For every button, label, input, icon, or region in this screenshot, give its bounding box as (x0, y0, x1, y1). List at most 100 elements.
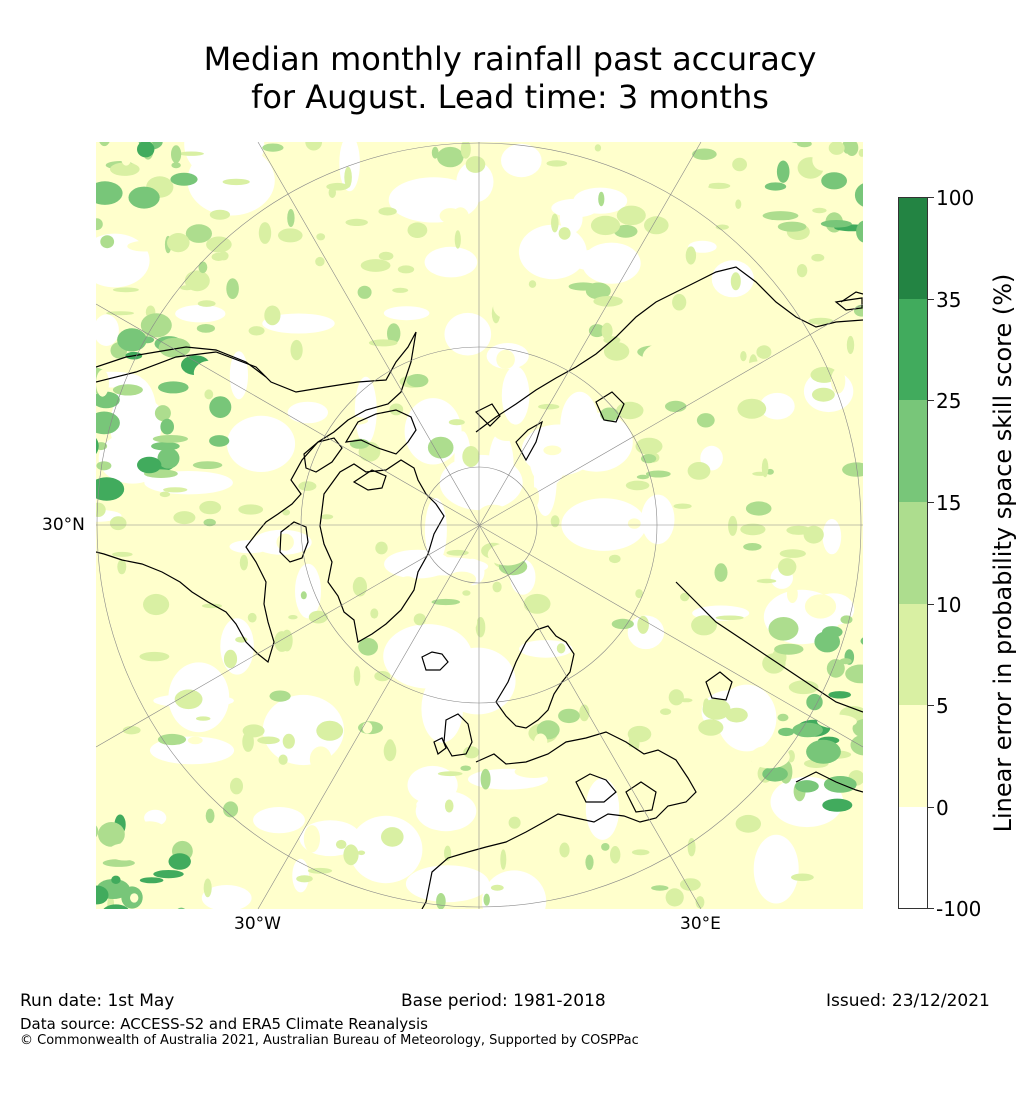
skill-patch (730, 272, 741, 291)
skill-patch (431, 146, 439, 159)
skill-patch (528, 280, 537, 288)
archipelago-3 (352, 469, 387, 491)
skill-patch (858, 148, 863, 157)
colorbar (898, 197, 928, 909)
skill-patch (109, 516, 127, 531)
skill-patch (732, 157, 747, 172)
europe-coast (421, 731, 697, 909)
skill-patch (701, 172, 710, 189)
skill-patch (238, 504, 264, 515)
skill-patch (745, 501, 772, 516)
skill-patch (820, 220, 852, 228)
skill-patch (665, 400, 687, 412)
skill-patch (292, 858, 309, 893)
skill-patch (303, 825, 320, 853)
skill-patch (737, 398, 767, 419)
skill-patch (282, 733, 295, 749)
skill-patch (788, 680, 819, 695)
skill-patch (679, 311, 692, 329)
skill-patch (776, 160, 790, 183)
skill-patch (651, 885, 669, 891)
skill-patch (811, 253, 825, 262)
novaya-zemlya (474, 403, 501, 427)
skill-patch (137, 456, 162, 474)
skill-patch (829, 414, 842, 421)
skill-patch (770, 776, 844, 828)
polar-map (96, 142, 863, 909)
colorbar-title: Linear error in probability space skill … (989, 273, 1017, 833)
skill-patch (407, 222, 428, 238)
skill-patch (247, 612, 257, 623)
skill-patch (171, 145, 182, 164)
skill-patch (822, 626, 843, 638)
skill-patch (337, 528, 362, 552)
skill-patch (460, 765, 472, 771)
skill-patch (184, 270, 210, 292)
skill-patch (804, 594, 837, 619)
skill-patch (444, 799, 454, 813)
skill-patch (362, 722, 373, 734)
colorbar-tick-label: -100 (936, 897, 982, 921)
lat-label-30n: 30°N (42, 515, 85, 535)
skill-patch (96, 314, 119, 346)
skill-patch (187, 736, 203, 745)
skill-patch (262, 313, 335, 334)
skill-patch (308, 610, 328, 624)
skill-patch (320, 514, 334, 520)
skill-patch (774, 643, 804, 655)
skill-patch (446, 549, 469, 556)
skill-patch (641, 494, 675, 545)
skill-patch (543, 445, 562, 456)
chart-title: Median monthly rainfall past accuracy fo… (0, 40, 1020, 116)
skill-patch (96, 369, 109, 397)
skill-patch (153, 870, 184, 879)
skill-patch (175, 305, 226, 323)
skill-patch (296, 875, 313, 883)
skill-patch (209, 396, 232, 418)
skill-patch (274, 631, 290, 652)
skill-patch (477, 504, 509, 526)
skill-patch (600, 407, 619, 422)
skill-patch (593, 296, 623, 307)
skill-patch (560, 391, 599, 461)
skill-patch (611, 618, 634, 630)
skill-patch (692, 148, 717, 160)
skill-patch (416, 796, 466, 814)
skill-patch (193, 360, 228, 386)
skill-patch (307, 867, 333, 874)
skill-patch (378, 207, 397, 216)
lake-baikal-area (705, 671, 733, 701)
skill-patch (112, 384, 143, 396)
skill-patch (585, 778, 620, 840)
colorbar-tick (928, 908, 934, 909)
skill-patch (427, 436, 454, 459)
siberia-coast (475, 266, 863, 433)
skill-patch (287, 209, 295, 227)
colorbar-bin-neg100-0 (898, 807, 928, 909)
skill-patch (230, 777, 243, 795)
skill-patch (288, 615, 298, 620)
skill-patch (735, 814, 761, 833)
skill-patch (313, 184, 323, 204)
skill-patch (493, 294, 520, 319)
skill-patch (559, 203, 583, 234)
skill-patch (96, 181, 123, 205)
skill-patch (558, 708, 580, 724)
skill-patch (627, 518, 641, 529)
skill-patch (111, 875, 121, 884)
skill-patch (687, 838, 696, 857)
skill-patch (170, 172, 198, 186)
skill-patch (239, 244, 267, 254)
skill-patch (482, 870, 547, 909)
skill-patch (559, 842, 570, 858)
colorbar-tick-label: 15 (936, 491, 962, 515)
skill-patch (253, 807, 305, 834)
skill-patch (344, 166, 352, 188)
skill-patch (775, 478, 811, 492)
skill-patch (436, 893, 446, 909)
skill-patch (226, 278, 239, 299)
kamchatka (840, 291, 863, 303)
skill-patch (262, 143, 284, 152)
skill-patch (448, 419, 465, 426)
skill-patch (822, 798, 853, 812)
